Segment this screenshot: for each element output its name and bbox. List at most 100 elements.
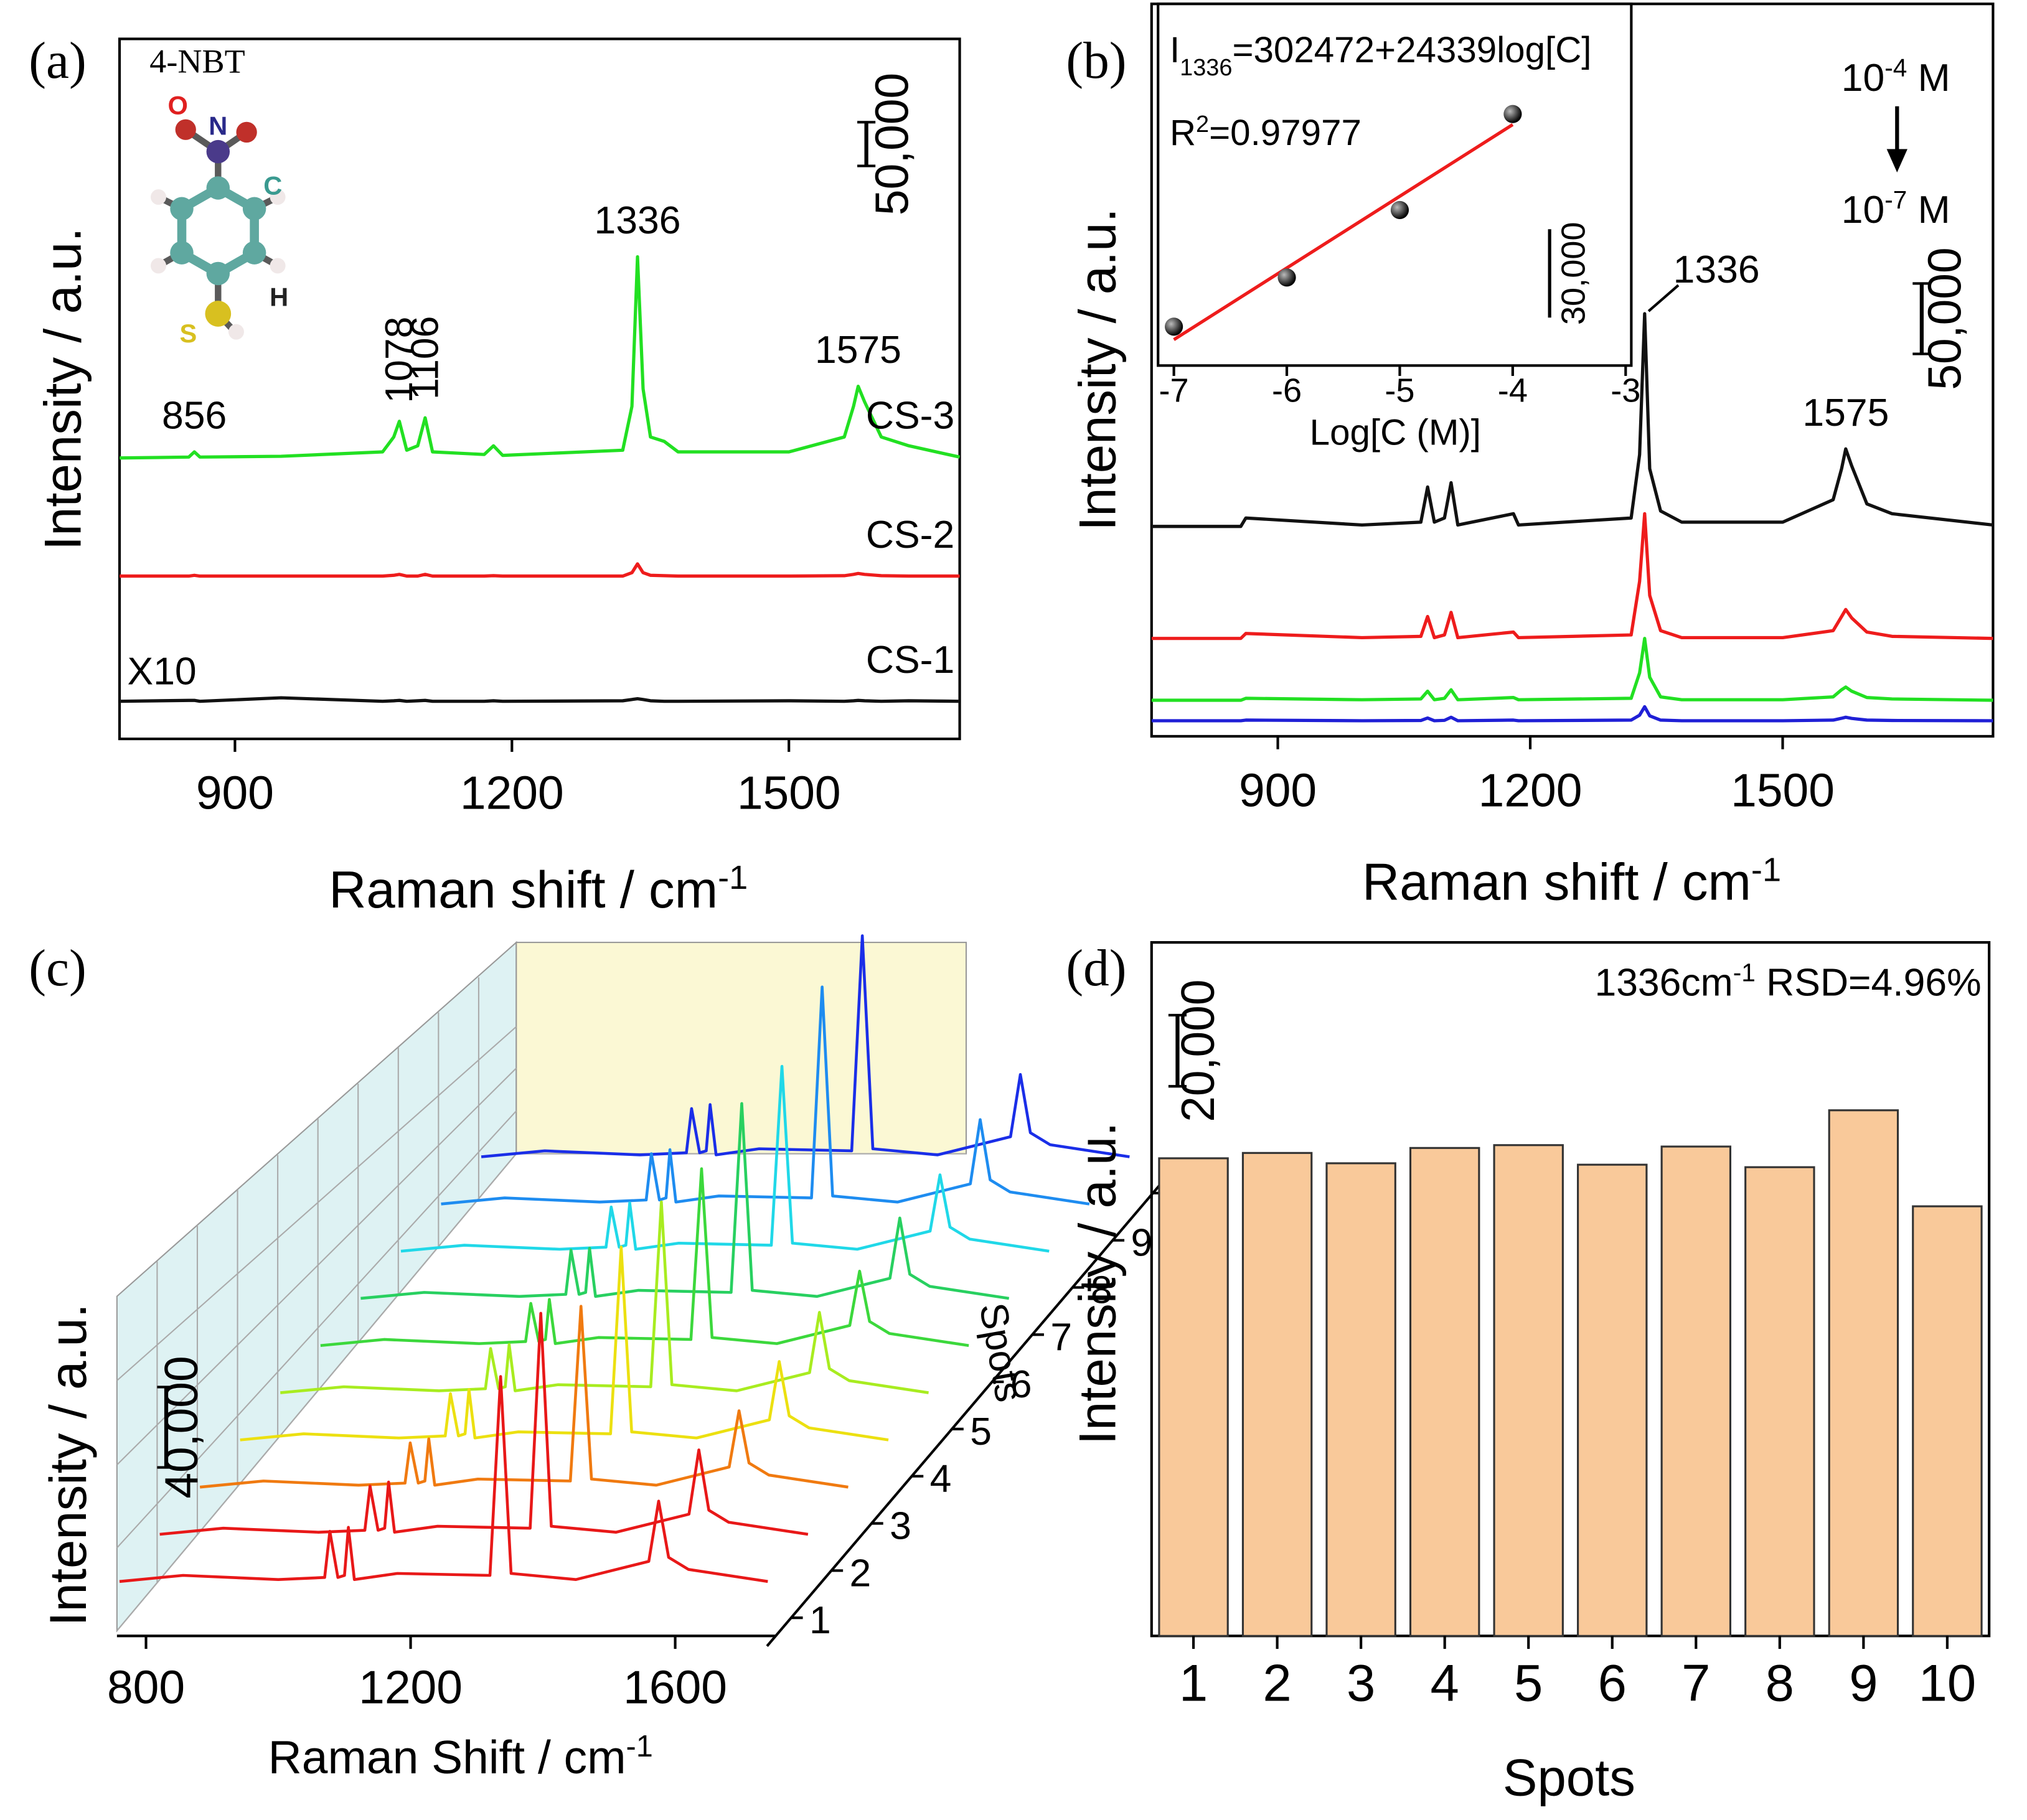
spectrum (1151, 705, 1993, 723)
z-tick-label: 1 (809, 1598, 831, 1642)
panel-label: (d) (1066, 940, 1126, 997)
conc-label: 10-4 M (1841, 54, 1950, 100)
data-point (1503, 105, 1522, 123)
z-tick-label: 5 (970, 1410, 992, 1453)
inset-frame (1157, 2, 1633, 367)
spectrum (320, 1167, 969, 1348)
equation-part: 302472 (1254, 30, 1375, 70)
atom-label: O (168, 90, 188, 120)
note: X10 (128, 650, 197, 693)
x-tick-label: 1500 (737, 767, 841, 819)
y-axis-title: Intensity / a.u. (39, 1303, 97, 1626)
x-axis-title: Raman Shift / cm-1 (268, 1730, 653, 1783)
bar (1660, 1145, 1732, 1637)
x-axis-title-part: -1 (626, 1730, 653, 1763)
x-tick-label: 1200 (359, 1661, 463, 1714)
spectrum (1151, 637, 1993, 702)
x-tick-label: 5 (1514, 1654, 1543, 1712)
spectrum (280, 1200, 929, 1394)
r-squared-part: 0.97977 (1230, 113, 1362, 153)
x-tick-label: 3 (1347, 1654, 1375, 1712)
spectrum (1151, 512, 1993, 640)
y-axis-title: Intensity / a.u. (1068, 1122, 1126, 1445)
z-axis (766, 1164, 1178, 1647)
equation-part: + (1375, 30, 1396, 70)
inset-x-tick-label: -5 (1385, 372, 1414, 410)
conc-label-part: 10 (1841, 56, 1884, 100)
spectrum (119, 696, 960, 703)
r-squared: R2=0.97977 (1170, 111, 1362, 153)
z-tick-label: 9 (1131, 1221, 1152, 1265)
x-tick-label: 900 (196, 767, 274, 819)
panel-label: (c) (29, 940, 86, 997)
z-tick-label: 6 (1010, 1363, 1032, 1406)
peak-label: 1078 (377, 317, 421, 403)
spectrum (481, 934, 1130, 1158)
r-squared-part: R (1170, 113, 1196, 153)
molecule-title: 4-NBT (149, 43, 245, 80)
bar (1493, 1144, 1564, 1637)
bar (1828, 1109, 1899, 1637)
conc-label: 10-7 M (1841, 185, 1950, 232)
bar (1744, 1166, 1815, 1637)
x-tick-label: 9 (1849, 1654, 1878, 1712)
x-tick-label: 1600 (623, 1661, 727, 1714)
x-tick-label: 1200 (460, 767, 564, 819)
spectrum (1151, 312, 1993, 528)
y-axis-title: Intensity / a.u. (1068, 208, 1126, 531)
scale-bar-label: 20,000 (1172, 979, 1224, 1122)
bar (1577, 1163, 1648, 1637)
inset-x-tick-label: -6 (1272, 372, 1302, 410)
spectrum (199, 1305, 849, 1489)
x-tick-label: 1500 (1731, 764, 1835, 816)
scale-bar-label: 30,000 (1554, 222, 1592, 325)
molecule: 4-NBT O N C H S (149, 43, 288, 348)
equation-part: = (1232, 30, 1253, 70)
inset-x-tick-label: -4 (1498, 372, 1528, 410)
x-tick-label: 6 (1598, 1654, 1627, 1712)
spectrum (120, 562, 960, 578)
bar (1409, 1147, 1480, 1637)
y-axis-title: Intensity / a.u. (34, 227, 92, 550)
panel-label: (a) (29, 32, 86, 90)
z-tick-label: 4 (930, 1457, 952, 1501)
spectrum (240, 1245, 889, 1442)
equation: I1336=302472+24339log[C] (1170, 30, 1592, 81)
bar (1158, 1157, 1229, 1637)
scale-bar-label: 50,000 (1918, 247, 1970, 390)
x-tick-label: 8 (1766, 1654, 1794, 1712)
spectrum (159, 1311, 809, 1536)
scale-bar-label: 50,000 (865, 73, 918, 215)
x-axis-title-part: Raman shift / cm (1362, 853, 1751, 911)
equation-part: I (1170, 30, 1180, 70)
annotation-part: -1 (1733, 958, 1756, 987)
equation-part: 1336 (1180, 55, 1232, 81)
spectrum (119, 255, 961, 460)
series-label: CS-3 (866, 394, 954, 438)
waterfall-walls (116, 940, 967, 1633)
plot-frame (118, 37, 961, 741)
inset-x-tick-label: -3 (1611, 372, 1640, 410)
x-axis-title: Spots (1503, 1748, 1635, 1806)
conc-label-part: 10 (1841, 188, 1884, 232)
conc-arrowhead (1886, 149, 1907, 172)
spectrum (400, 1064, 1050, 1253)
spectrum (441, 985, 1090, 1206)
series-label: CS-2 (866, 513, 954, 556)
series-label: CS-1 (866, 638, 954, 682)
x-tick-label: 800 (107, 1661, 185, 1714)
x-tick-label: 7 (1681, 1654, 1710, 1712)
inset-x-tick-label: -7 (1159, 372, 1189, 410)
x-axis-title: Raman shift / cm-1 (1362, 851, 1781, 911)
spectrum (360, 1102, 1010, 1300)
plot-frame (1150, 940, 1991, 1638)
z-tick-label: 2 (850, 1551, 872, 1595)
bar (1241, 1152, 1313, 1637)
conc-label-part: -7 (1884, 185, 1907, 214)
peak-label: 1336 (1673, 248, 1760, 291)
z-tick-label: 3 (890, 1504, 911, 1547)
annotation: 1336cm-1 RSD=4.96% (1594, 958, 1981, 1004)
z-tick-label: 7 (1050, 1315, 1072, 1359)
inset-x-title: Log[C (M)] (1310, 412, 1481, 453)
